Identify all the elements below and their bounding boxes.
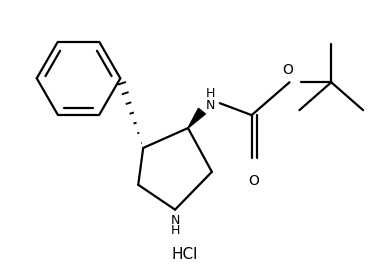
Text: H: H	[206, 87, 215, 100]
Text: HCl: HCl	[172, 247, 198, 262]
Text: O: O	[248, 174, 259, 188]
Text: N: N	[170, 214, 180, 227]
Text: O: O	[282, 63, 293, 77]
Text: H: H	[170, 224, 180, 237]
Text: N: N	[206, 99, 215, 112]
Polygon shape	[188, 108, 206, 128]
